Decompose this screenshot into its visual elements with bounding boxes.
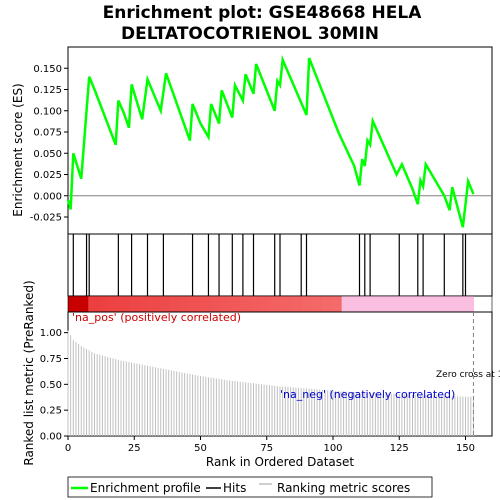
color-bar-segment [443, 296, 454, 312]
rank-ytick-label: 1.00 [40, 328, 62, 339]
rank-xtick-label: 25 [128, 443, 141, 454]
neg-correlated-label: 'na_neg' (negatively correlated) [280, 388, 455, 401]
rank-ytick-label: 0.50 [40, 380, 62, 391]
color-bar-segment [342, 296, 353, 312]
es-ytick-label: -0.025 [30, 213, 62, 224]
pos-correlated-label: 'na_pos' (positively correlated) [72, 311, 241, 324]
color-bar-segment [129, 296, 140, 312]
color-bar-segment [179, 296, 190, 312]
chart-title-line2: DELTATOCOTRIENOL 30MIN [121, 24, 379, 44]
chart-title-line1: Enrichment plot: GSE48668 HELA [103, 3, 423, 23]
es-ytick-label: 0.100 [33, 106, 62, 117]
color-bar-segment [321, 296, 332, 312]
color-bar-segment [382, 296, 393, 312]
rank-xtick-label: 100 [323, 443, 342, 454]
color-bar-segment [169, 296, 180, 312]
color-bar-segment [301, 296, 312, 312]
color-bar-segment [149, 296, 160, 312]
color-bar-segment [88, 296, 99, 312]
color-bar-segment [240, 296, 251, 312]
color-bar-segment [463, 296, 474, 312]
es-ytick-label: 0.050 [33, 149, 62, 160]
legend: Enrichment profile Hits Ranking metric s… [68, 477, 432, 497]
color-bar-segment [372, 296, 383, 312]
rank-ytick-label: 0.75 [40, 354, 62, 365]
es-ytick-label: 0.150 [33, 64, 62, 75]
rank-xlabel: Rank in Ordered Dataset [206, 455, 354, 469]
color-bar-segment [78, 296, 89, 312]
es-ylabel: Enrichment score (ES) [11, 83, 25, 216]
color-bar-segment [220, 296, 231, 312]
es-ytick-label: 0.025 [33, 170, 62, 181]
legend-hits-label: Hits [223, 481, 246, 495]
zero-cross-label: Zero cross at 153 [436, 370, 500, 380]
ranking-color-bar [68, 296, 492, 312]
color-bar-segment [230, 296, 241, 312]
es-ytick-label: 0.125 [33, 85, 62, 96]
hits-panel [68, 234, 492, 312]
rank-xtick-label: 50 [194, 443, 207, 454]
color-bar-segment [139, 296, 150, 312]
color-bar-segment [271, 296, 282, 312]
color-bar-segment [362, 296, 373, 312]
color-bar-segment [159, 296, 170, 312]
color-bar-segment [200, 296, 211, 312]
color-bar-segment [109, 296, 120, 312]
color-bar-segment [453, 296, 464, 312]
color-bar-segment [392, 296, 403, 312]
color-bar-segment [250, 296, 261, 312]
color-bar-segment [281, 296, 292, 312]
color-bar-segment [291, 296, 302, 312]
rank-xtick-label: 125 [390, 443, 409, 454]
legend-ranking-label: Ranking metric scores [277, 481, 410, 495]
rank-xtick-label: 75 [260, 443, 273, 454]
color-bar-segment [311, 296, 322, 312]
color-bar-segment [332, 296, 343, 312]
color-bar-segment [210, 296, 221, 312]
es-panel: -0.025 0.000 0.025 0.050 0.075 0.100 0.125 0.15… [11, 47, 492, 234]
legend-enrichment-label: Enrichment profile [90, 481, 201, 495]
color-bar-segment [402, 296, 413, 312]
rank-xtick-label: 0 [65, 443, 71, 454]
color-bar-segment [68, 296, 79, 312]
color-bar-segment [261, 296, 272, 312]
color-bar-segment [413, 296, 424, 312]
color-bar-segment [352, 296, 363, 312]
rank-ylabel: Ranked list metric (PreRanked) [22, 280, 36, 465]
color-bar-segment [98, 296, 109, 312]
rank-ytick-label: 0.00 [40, 432, 62, 443]
rank-xtick-label: 150 [456, 443, 475, 454]
rank-ytick-label: 0.25 [40, 406, 62, 417]
color-bar-segment [119, 296, 130, 312]
color-bar-segment [423, 296, 434, 312]
color-bar-segment [433, 296, 444, 312]
color-bar-segment [190, 296, 201, 312]
es-ytick-label: 0.000 [33, 191, 62, 202]
es-ytick-label: 0.075 [33, 128, 62, 139]
